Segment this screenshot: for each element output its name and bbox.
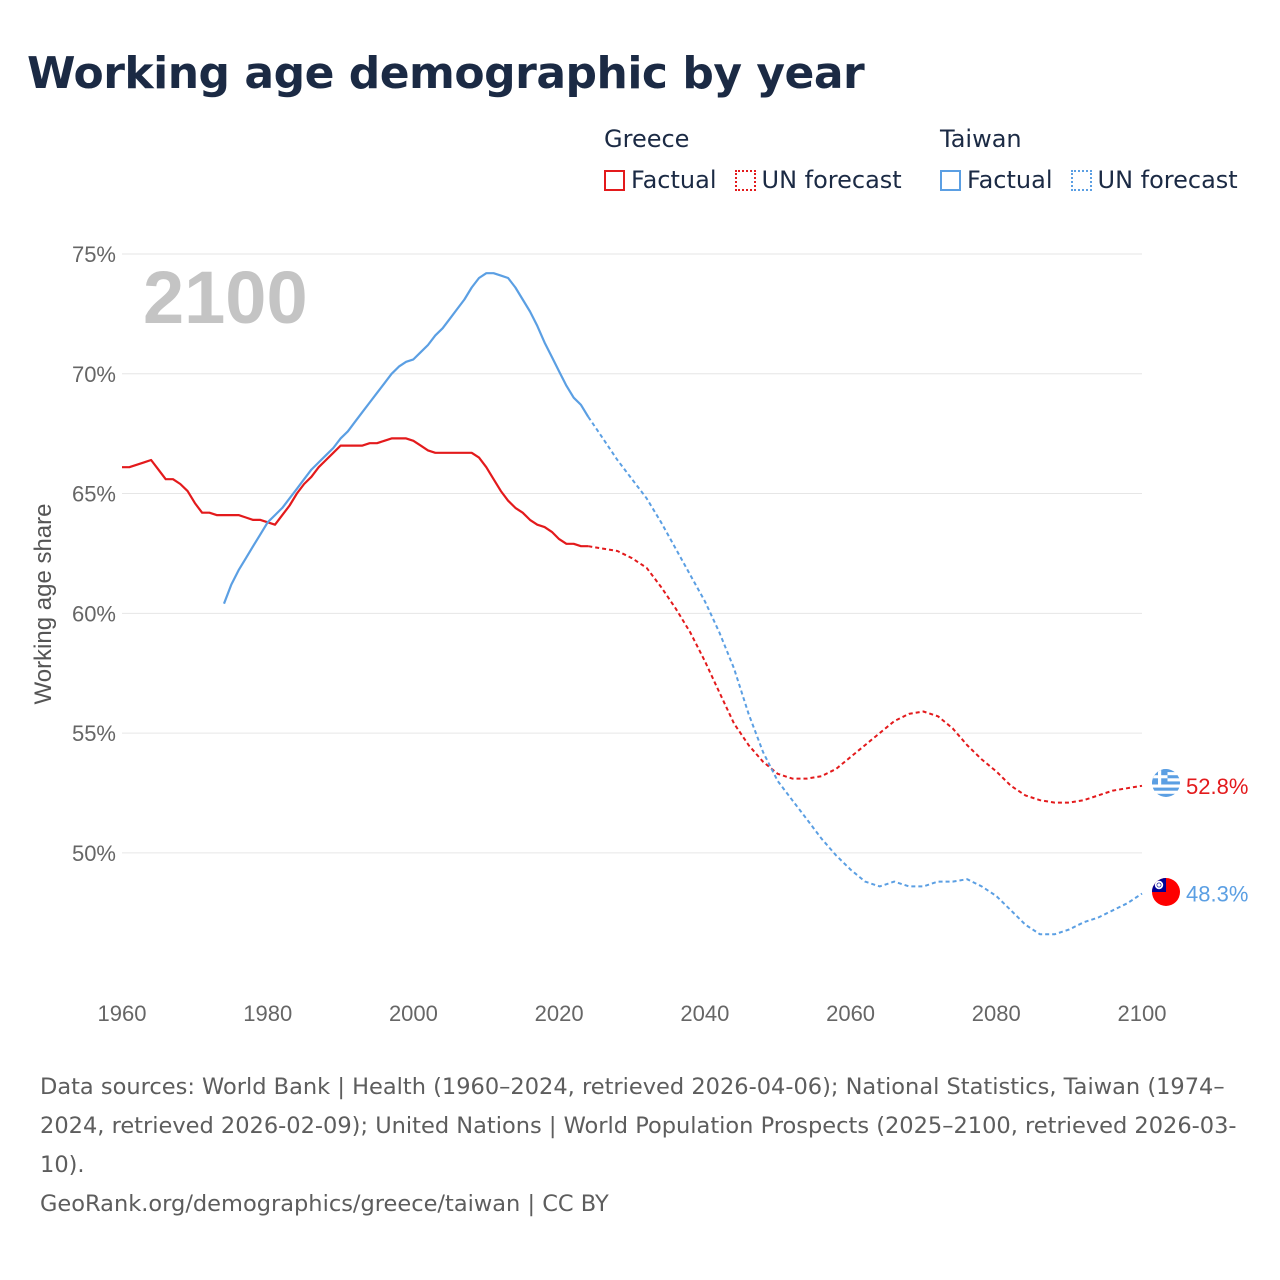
y-tick-label: 60%	[72, 601, 116, 626]
legend-label: Factual	[631, 166, 717, 194]
legend-greece-forecast[interactable]: UN forecast	[734, 166, 902, 194]
x-tick-label: 2020	[535, 1001, 584, 1026]
y-tick-label: 55%	[72, 721, 116, 746]
greece-flag-icon	[1152, 769, 1180, 797]
footer: Data sources: World Bank | Health (1960–…	[40, 1068, 1250, 1224]
x-tick-label: 2000	[389, 1001, 438, 1026]
legend-label: Factual	[967, 166, 1053, 194]
year-watermark: 2100	[143, 256, 308, 339]
chart-title: Working age demographic by year	[27, 48, 865, 99]
legend-group-taiwan: Taiwan Factual UN forecast	[940, 124, 1238, 194]
legend-group-greece: Greece Factual UN forecast	[604, 124, 902, 194]
taiwan-factual-line	[222, 272, 590, 605]
x-tick-label: 2060	[826, 1001, 875, 1026]
legend-swatch-solid	[940, 169, 961, 191]
x-tick-label: 1960	[98, 1001, 147, 1026]
x-tick-label: 2080	[972, 1001, 1021, 1026]
taiwan-flag-icon	[1152, 878, 1180, 906]
legend-label: UN forecast	[761, 166, 902, 194]
data-sources: Data sources: World Bank | Health (1960–…	[40, 1074, 1237, 1178]
y-tick-label: 50%	[72, 841, 116, 866]
legend-label: UN forecast	[1097, 166, 1238, 194]
y-tick-label: 75%	[72, 242, 116, 267]
greece-forecast-line	[588, 545, 1143, 804]
line-chart: 2100 50% 55% 60% 65% 70% 75% 1960 1980 2000 2020…	[30, 242, 1248, 1026]
legend-swatch-dotted	[1070, 169, 1092, 191]
y-axis-label: Working age share	[30, 504, 57, 705]
x-tick-label: 1980	[243, 1001, 292, 1026]
greece-end-label: 52.8%	[1186, 774, 1248, 799]
legend-taiwan-forecast[interactable]: UN forecast	[1070, 166, 1238, 194]
x-tick-label: 2040	[680, 1001, 729, 1026]
legend-taiwan-factual[interactable]: Factual	[940, 166, 1053, 194]
legend-group-name: Taiwan	[940, 125, 1022, 153]
greece-factual-line	[122, 437, 589, 548]
x-tick-label: 2100	[1118, 1001, 1167, 1026]
taiwan-end-label: 48.3%	[1186, 882, 1248, 907]
credit-link[interactable]: GeoRank.org/demographics/greece/taiwan |…	[40, 1191, 609, 1217]
legend-swatch-solid	[604, 169, 625, 191]
taiwan-forecast-line	[587, 416, 1143, 936]
legend-swatch-dotted	[734, 169, 756, 191]
legend-greece-factual[interactable]: Factual	[604, 166, 717, 194]
y-tick-label: 70%	[72, 362, 116, 387]
legend-group-name: Greece	[604, 125, 690, 153]
y-tick-label: 65%	[72, 482, 116, 507]
